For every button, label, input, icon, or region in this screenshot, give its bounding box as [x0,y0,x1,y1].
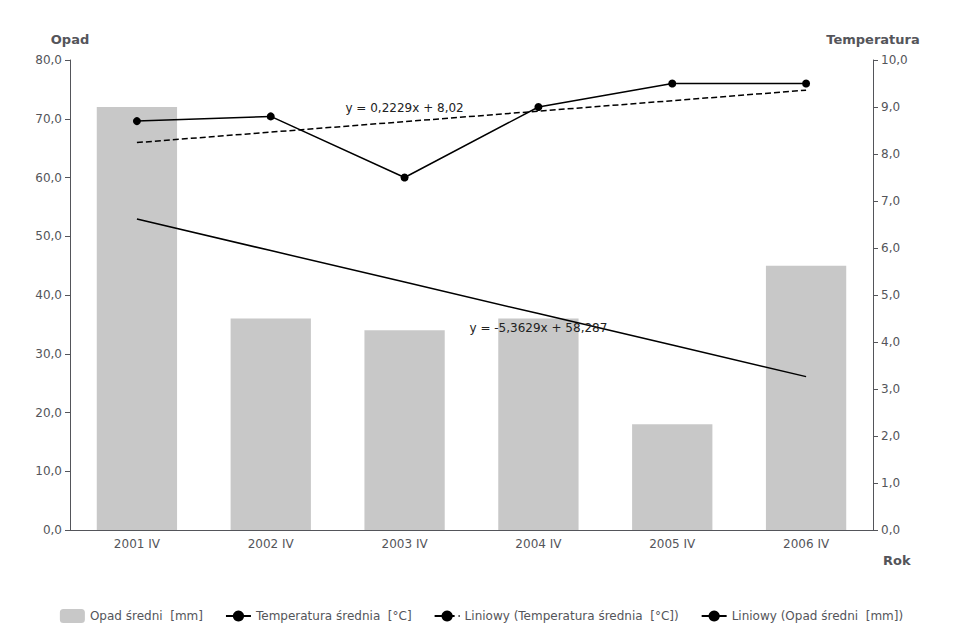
svg-text:6,0: 6,0 [881,241,900,255]
svg-text:80,0: 80,0 [35,53,62,67]
svg-text:y = 0,2229x + 8,02: y = 0,2229x + 8,02 [345,101,463,115]
svg-text:0,0: 0,0 [43,523,62,537]
svg-text:10,0: 10,0 [35,464,62,478]
svg-text:60,0: 60,0 [35,171,62,185]
svg-text:0,0: 0,0 [881,523,900,537]
svg-text:30,0: 30,0 [35,347,62,361]
svg-text:2003 IV: 2003 IV [382,537,429,551]
svg-text:20,0: 20,0 [35,406,62,420]
svg-text:7,0: 7,0 [881,194,900,208]
svg-text:Rok: Rok [883,553,911,568]
svg-text:2001 IV: 2001 IV [114,537,161,551]
svg-text:1,0: 1,0 [881,476,900,490]
svg-text:Temperatura średnia [°C]: Temperatura średnia [°C] [255,609,412,623]
svg-text:Liniowy (Temperatura średnia: Liniowy (Temperatura średnia [°C]) [465,609,679,623]
svg-text:8,0: 8,0 [881,147,900,161]
svg-text:2002 IV: 2002 IV [248,537,295,551]
svg-text:y = -5,3629x + 58,287: y = -5,3629x + 58,287 [469,321,607,335]
svg-text:2005 IV: 2005 IV [649,537,696,551]
svg-text:Temperatura: Temperatura [826,32,919,47]
svg-text:5,0: 5,0 [881,288,900,302]
svg-text:Liniowy (Opad średni [mm]): Liniowy (Opad średni [mm]) [732,609,903,623]
svg-text:40,0: 40,0 [35,288,62,302]
svg-text:70,0: 70,0 [35,112,62,126]
svg-text:4,0: 4,0 [881,335,900,349]
svg-text:50,0: 50,0 [35,229,62,243]
svg-text:2004 IV: 2004 IV [515,537,562,551]
svg-text:Opad średni [mm]: Opad średni [mm] [90,609,203,623]
svg-text:10,0: 10,0 [881,53,908,67]
svg-text:2,0: 2,0 [881,429,900,443]
svg-text:3,0: 3,0 [881,382,900,396]
svg-text:Opad: Opad [51,32,89,47]
svg-text:2006 IV: 2006 IV [783,537,830,551]
svg-text:9,0: 9,0 [881,100,900,114]
